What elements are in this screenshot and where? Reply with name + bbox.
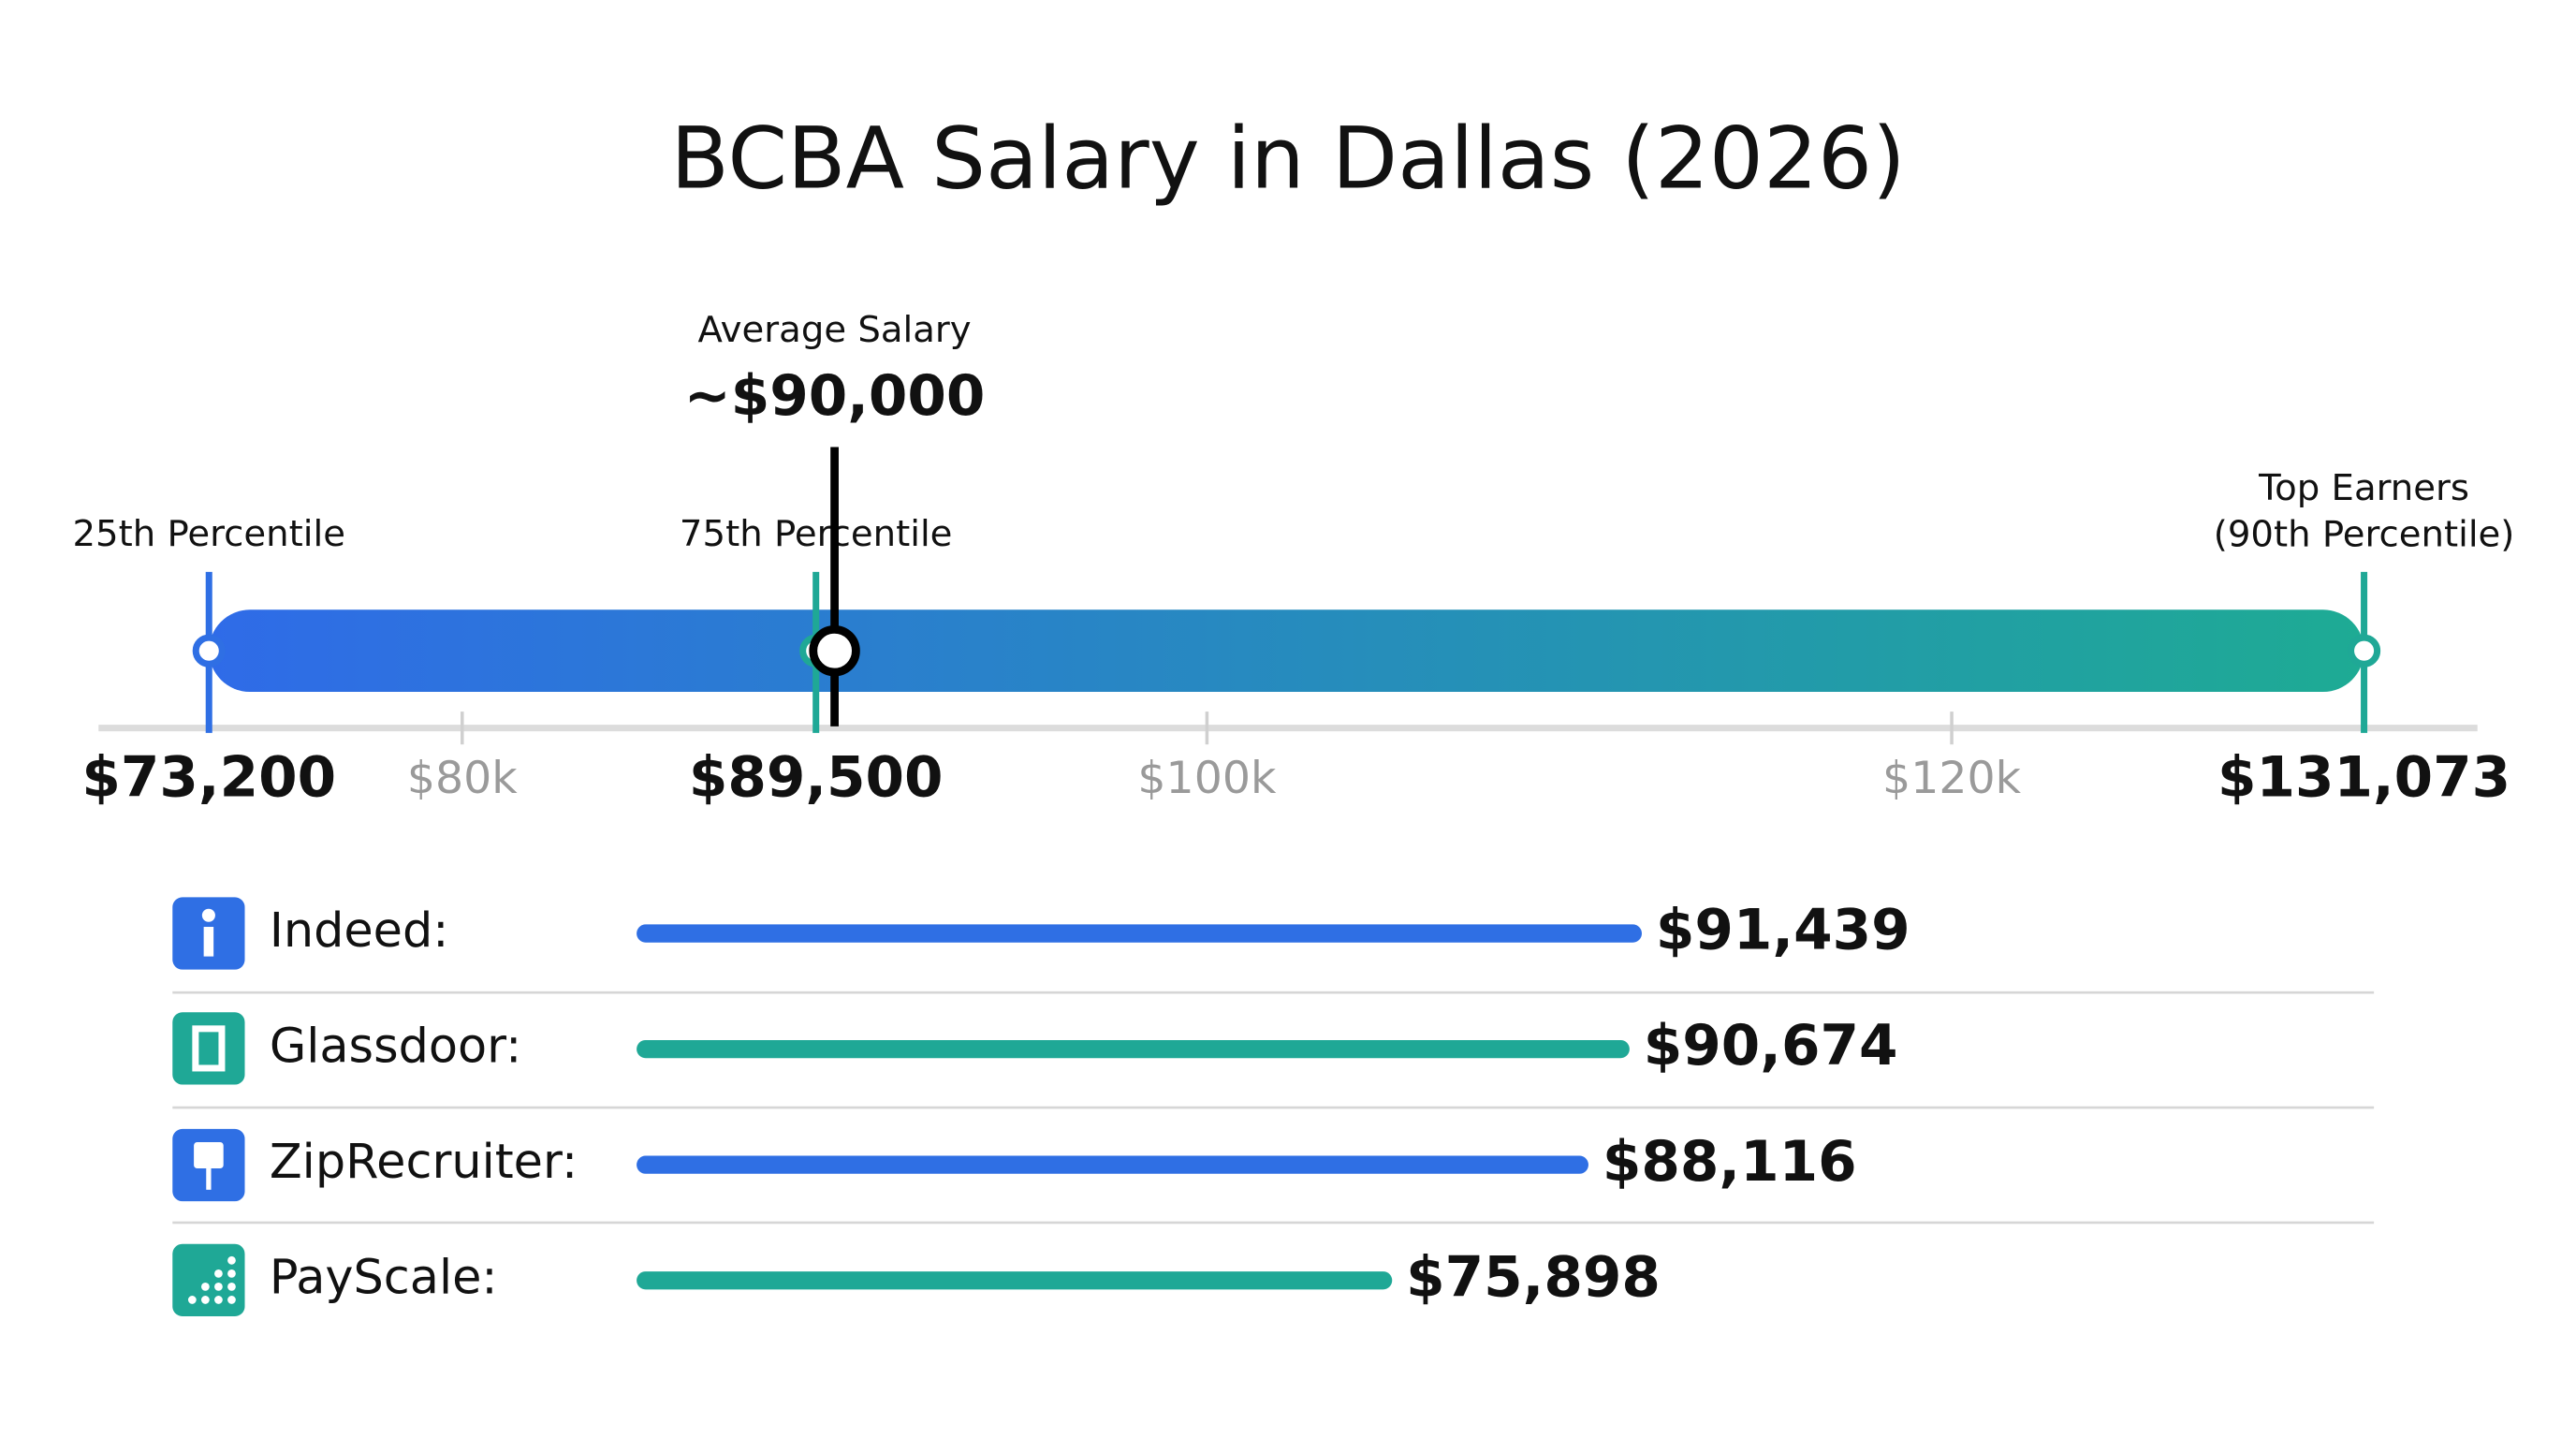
bar-value-label: $88,116 [1603,1130,1857,1195]
percentile-value: $73,200 [81,745,336,810]
percentile-value: $131,073 [2217,745,2510,810]
x-tick-label: $100k [1137,753,1277,804]
icon-glyph [194,1141,224,1169]
chart-title: BCBA Salary in Dallas (2026) [670,109,1905,209]
percentile-label: 75th Percentile [680,513,953,555]
icon-glyph [187,1255,236,1304]
source-label: PayScale: [270,1251,498,1306]
icon-glyph [203,927,214,957]
x-tick-label: $80k [407,753,518,804]
average-value: ~$90,000 [684,364,986,429]
average-marker [809,624,860,677]
average-label: Average Salary [698,309,972,351]
icon-glyph [201,908,215,922]
source-icons [172,897,245,1316]
percentile-marker [192,634,226,668]
percentile-label: Top Earners (90th Percentile) [2214,467,2515,555]
source-label: Glassdoor: [270,1020,521,1075]
icon-glyph [192,1025,226,1072]
bar-value-label: $91,439 [1656,899,1910,963]
range-bar [209,609,2364,693]
percentile-marker [2348,634,2381,668]
percentile-label: 25th Percentile [72,513,345,555]
glassdoor-icon [172,1012,245,1085]
bar-value-label: $75,898 [1406,1245,1661,1310]
percentile-value: $89,500 [689,745,944,810]
x-tick-label: $120k [1882,753,2022,804]
source-label: Indeed: [270,903,449,959]
bar-value-label: $90,674 [1644,1014,1898,1078]
separators [172,990,2375,1225]
payscale-icon [172,1243,245,1316]
source-label: ZipRecruiter: [270,1135,578,1190]
